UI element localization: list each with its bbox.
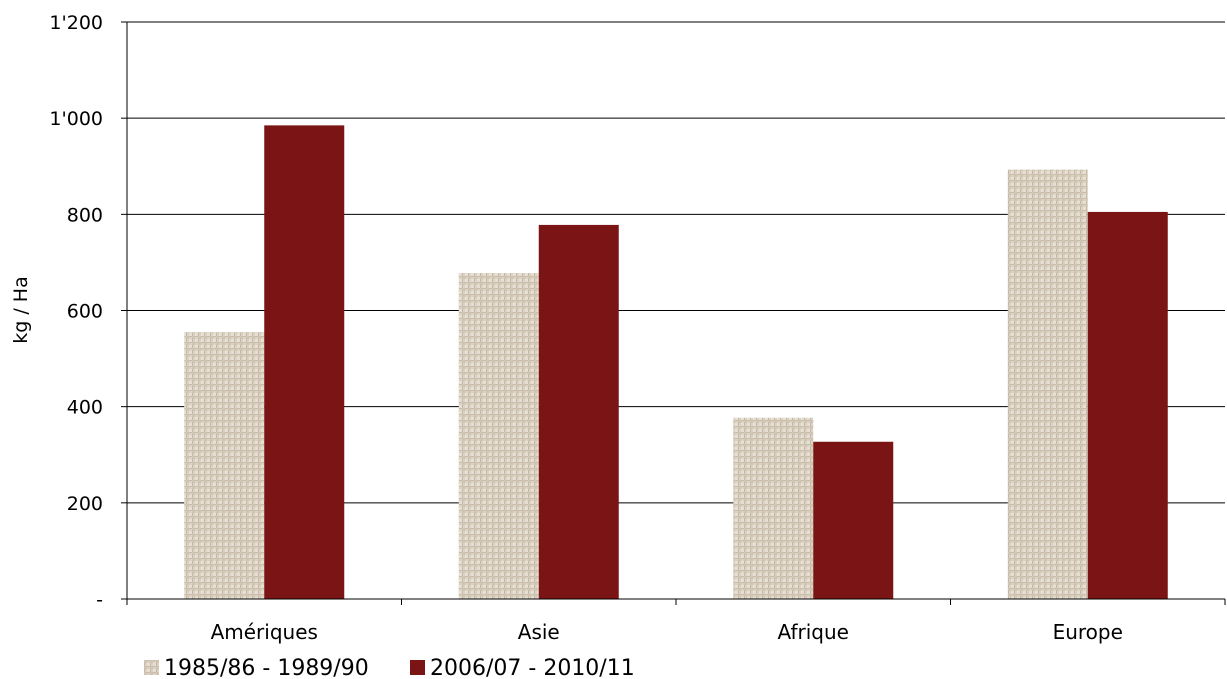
bar-series1-2 [733, 417, 814, 599]
y-tick-label: - [96, 589, 103, 611]
bar-series2-2 [813, 441, 894, 599]
y-axis-title: kg / Ha [10, 276, 32, 343]
y-tick-label: 1'200 [49, 12, 103, 34]
legend-swatch [144, 660, 159, 675]
bar-series1-3 [1007, 169, 1088, 599]
bar-series2-0 [264, 125, 345, 600]
legend-label: 1985/86 - 1989/90 [164, 656, 369, 679]
category-labels: Amériques Asie Afrique Europe [211, 620, 1123, 644]
bars [184, 125, 1168, 600]
y-tick-label: 400 [67, 397, 103, 419]
category-label: Amériques [211, 620, 318, 644]
category-label: Europe [1053, 620, 1123, 644]
legend: 1985/86 - 1989/90 2006/07 - 2010/11 [144, 656, 635, 679]
axes [121, 21, 1226, 605]
y-tick-labels: - 200 400 600 800 1'000 1'200 [49, 12, 103, 611]
y-tick-label: 1'000 [49, 108, 103, 130]
y-tick-label: 200 [67, 493, 103, 515]
bar-series1-1 [458, 272, 539, 599]
legend-label: 2006/07 - 2010/11 [430, 656, 635, 679]
category-label: Asie [518, 620, 560, 644]
bar-series1-0 [184, 332, 265, 599]
legend-swatch [410, 660, 425, 675]
y-tick-label: 800 [67, 204, 103, 226]
y-tick-label: 600 [67, 301, 103, 323]
bar-series2-3 [1087, 211, 1168, 599]
category-label: Afrique [778, 620, 849, 644]
bar-series2-1 [538, 224, 619, 599]
